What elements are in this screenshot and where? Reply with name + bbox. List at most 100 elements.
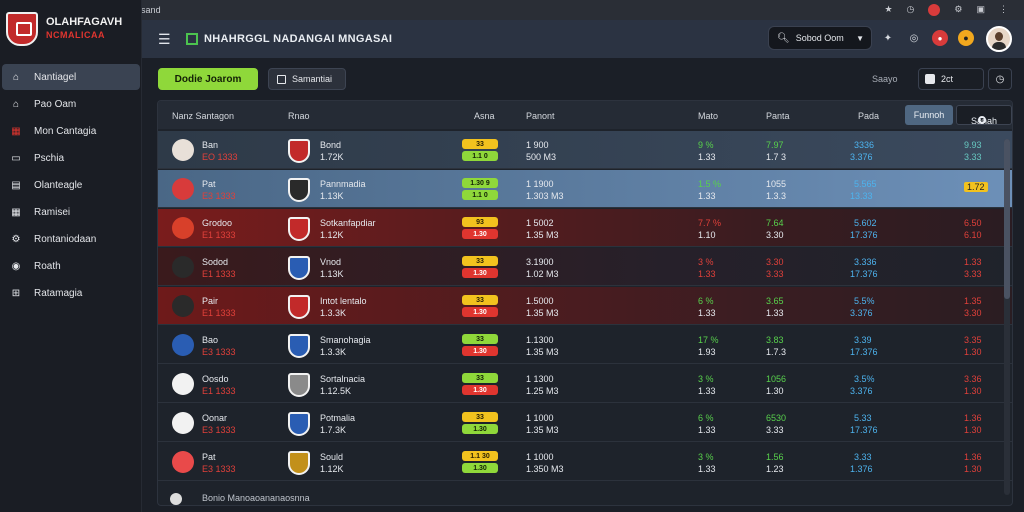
pada-sub: 3.376 [850, 152, 873, 162]
score-pill-bottom: 1.1 0 [462, 151, 498, 161]
header-mato[interactable]: Mato [698, 111, 719, 121]
sidebar-item-tv[interactable]: ▭ Pschia [2, 145, 140, 171]
hamburger-menu-icon[interactable]: ☰ [158, 30, 171, 47]
table-row[interactable]: Pat E3 1333 Sould 1.12K 1.1 30 1.30 1 1000 1.35… [158, 443, 1012, 481]
score-pill-top: 1.30 9 [462, 178, 498, 188]
chat-icon[interactable]: ◎ [909, 32, 919, 44]
mato-sub: 1.33 [698, 191, 716, 201]
header-team[interactable]: Nanz Santagon [172, 111, 235, 121]
header-score[interactable]: Asna [474, 111, 495, 121]
club-shield-icon [288, 295, 310, 319]
mato-value: 6 % [698, 296, 714, 306]
avatar[interactable] [986, 26, 1012, 52]
alert-icon[interactable]: ● [932, 30, 948, 46]
brand-title: OLAHFAGAVH [46, 16, 123, 28]
table-row[interactable]: Bao E3 1333 Smanohagia 1.3.3K 33 1.30 1.1300 1.… [158, 326, 1012, 364]
sort-value: 2ct [941, 74, 954, 84]
globe-icon: ◉ [11, 260, 21, 272]
primary-button[interactable]: Dodie Joarom [158, 68, 258, 90]
team-name: Oonar [202, 413, 228, 423]
team-name: Bao [202, 335, 219, 345]
funnoh-button[interactable]: Funnoh [905, 105, 953, 125]
team-sub: E1 1333 [202, 386, 236, 396]
header-pada[interactable]: Pada [858, 111, 880, 121]
result-sub: 1.303 M3 [526, 191, 564, 201]
mato-value: 3 % [698, 374, 714, 384]
result-value: 1 900 [526, 140, 549, 150]
pada-sub: 17.376 [850, 425, 878, 435]
team-name: Ban [202, 140, 219, 150]
player-sub: 1.7.3K [320, 425, 347, 435]
sidebar-item-home[interactable]: ⌂ Nantiagel [2, 64, 140, 90]
panta-sub: 1.7 3 [766, 152, 787, 162]
player-name: Bond [320, 140, 342, 150]
sidebar-item-label: Olanteagle [34, 179, 83, 191]
coin-icon[interactable]: ● [958, 30, 974, 46]
gear-icon[interactable]: ⚙ [954, 4, 963, 14]
mato-sub: 1.33 [698, 152, 716, 162]
secondary-button[interactable]: Samantiai [268, 68, 346, 90]
search-input[interactable]: 🔍︎ Sobod Oom ▼ [768, 26, 872, 50]
header-panta[interactable]: Panta [766, 111, 790, 121]
pada-sub: 17.376 [850, 269, 878, 279]
panta-value: 3.65 [766, 296, 784, 306]
brand-logo[interactable] [6, 12, 38, 46]
mato-sub: 1.33 [698, 425, 716, 435]
menu-dots-icon[interactable]: ⋮ [999, 4, 1008, 14]
notification-icon[interactable] [928, 4, 941, 16]
sidebar-item-chart[interactable]: ▤ Olanteagle [2, 172, 140, 198]
extra-value: 3.36 [964, 374, 982, 384]
star-icon[interactable]: ★ [884, 4, 893, 14]
sidebar-item-label: Pschia [34, 152, 65, 164]
table-row[interactable]: Ban EO 1333 Bond 1.72K 33 1.1 0 1 900 500 M3 9 %… [158, 131, 1012, 169]
team-crest-icon [172, 139, 194, 161]
panta-sub: 1.23 [766, 464, 784, 474]
sidebar-item-label: Ratamagia [34, 287, 83, 299]
extra-value: 6.50 [964, 218, 982, 228]
panta-value: 6530 [766, 413, 787, 423]
header-name[interactable]: Rnao [288, 111, 310, 121]
sidebar-item-plus[interactable]: ⊞ Ratamagia [2, 280, 140, 306]
pada-value: 3.39 [854, 335, 872, 345]
table-row[interactable]: Pair E1 1333 Intot lentalo 1.3.3K 33 1.30 1.50… [158, 287, 1012, 325]
sidebar-item-calendar[interactable]: ▦ Mon Cantagia [2, 118, 140, 144]
player-name: Smanohagia [320, 335, 371, 345]
pada-sub: 1.376 [850, 464, 873, 474]
sidebar-item-globe[interactable]: ◉ Roath [2, 253, 140, 279]
sanah-button[interactable]: Sanah [956, 105, 1012, 126]
chevron-down-icon[interactable]: ▼ [856, 33, 864, 43]
team-crest-icon [172, 178, 194, 200]
sidebar-item-house[interactable]: ⌂ Pao Oam [2, 91, 140, 117]
panta-sub: 1.7.3 [766, 347, 787, 357]
extensions-icon[interactable]: ▣ [976, 4, 985, 14]
mato-sub: 1.33 [698, 308, 716, 318]
table-row[interactable]: Oosdo E1 1333 Sortalnacia 1.12.5K 33 1.30 1 13… [158, 365, 1012, 403]
club-shield-icon [288, 373, 310, 397]
sidebar-item-label: Rontaniodaan [34, 233, 97, 245]
table-row[interactable]: Oonar E3 1333 Potmalia 1.7.3K 33 1.30 1 1000 1.… [158, 404, 1012, 442]
team-sub: E3 1333 [202, 464, 236, 474]
sort-select[interactable]: 2ct [918, 68, 984, 90]
table-row[interactable]: Sodod E1 1333 Vnod 1.13K 33 1.30 3.1900 1.02 M3… [158, 248, 1012, 286]
table-footer: Bonio Manoaoananaosnna [158, 491, 1012, 505]
score-pill-bottom: 1.30 [462, 346, 498, 356]
team-name: Pat [202, 452, 216, 462]
club-shield-icon [288, 334, 310, 358]
team-crest-icon [172, 295, 194, 317]
sidebar-item-settings[interactable]: ⚙ Rontaniodaan [2, 226, 140, 252]
panta-value: 3.83 [766, 335, 784, 345]
panta-sub: 1.3.3 [766, 191, 787, 201]
bell-icon[interactable]: ✦ [883, 32, 893, 44]
sidebar-item-grid[interactable]: ▦ Ramisei [2, 199, 140, 225]
table-row[interactable]: Grodoo E1 1333 Sotkanfapdiar 1.12K 93 1.30 1 5… [158, 209, 1012, 247]
calendar-icon: ▦ [11, 125, 21, 137]
header-result[interactable]: Panont [526, 111, 555, 121]
team-sub: EO 1333 [202, 152, 238, 162]
table-row[interactable]: Pat E3 1333 Pannmadia 1.13K 1.30 9 1.1 0 1 190… [158, 170, 1012, 208]
table-scrollbar[interactable] [1004, 139, 1010, 495]
panta-sub: 3.30 [766, 230, 784, 240]
history-icon[interactable]: ◷ [906, 4, 915, 14]
extra-value: 1.33 [964, 257, 982, 267]
sort-clock-button[interactable]: ◷ [988, 68, 1012, 90]
panta-sub: 1.33 [766, 308, 784, 318]
